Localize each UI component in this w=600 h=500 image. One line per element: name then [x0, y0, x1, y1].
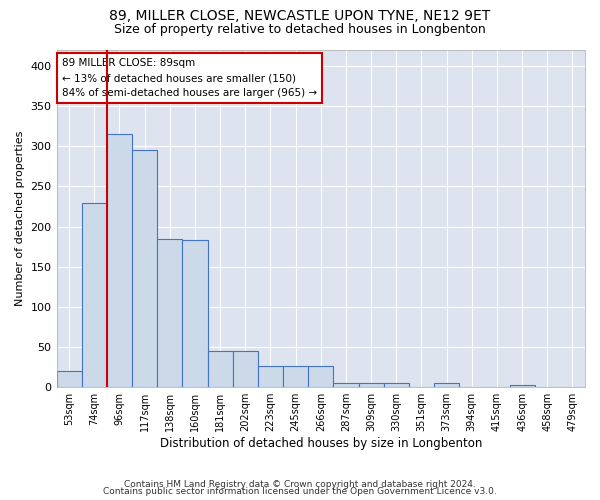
- Bar: [258, 366, 283, 387]
- Bar: [509, 385, 535, 387]
- Bar: [208, 351, 233, 387]
- Bar: [334, 383, 359, 387]
- Bar: [182, 240, 208, 387]
- Bar: [107, 134, 132, 387]
- Bar: [359, 383, 383, 387]
- Text: 89 MILLER CLOSE: 89sqm
← 13% of detached houses are smaller (150)
84% of semi-de: 89 MILLER CLOSE: 89sqm ← 13% of detached…: [62, 58, 317, 98]
- Text: Contains public sector information licensed under the Open Government Licence v3: Contains public sector information licen…: [103, 487, 497, 496]
- Text: 89, MILLER CLOSE, NEWCASTLE UPON TYNE, NE12 9ET: 89, MILLER CLOSE, NEWCASTLE UPON TYNE, N…: [109, 9, 491, 23]
- Bar: [434, 383, 459, 387]
- Bar: [157, 238, 182, 387]
- Bar: [283, 366, 308, 387]
- Text: Contains HM Land Registry data © Crown copyright and database right 2024.: Contains HM Land Registry data © Crown c…: [124, 480, 476, 489]
- Bar: [383, 383, 409, 387]
- Bar: [82, 202, 107, 387]
- Bar: [132, 150, 157, 387]
- Bar: [308, 366, 334, 387]
- Y-axis label: Number of detached properties: Number of detached properties: [15, 131, 25, 306]
- X-axis label: Distribution of detached houses by size in Longbenton: Distribution of detached houses by size …: [160, 437, 482, 450]
- Text: Size of property relative to detached houses in Longbenton: Size of property relative to detached ho…: [114, 22, 486, 36]
- Bar: [233, 351, 258, 387]
- Bar: [56, 371, 82, 387]
